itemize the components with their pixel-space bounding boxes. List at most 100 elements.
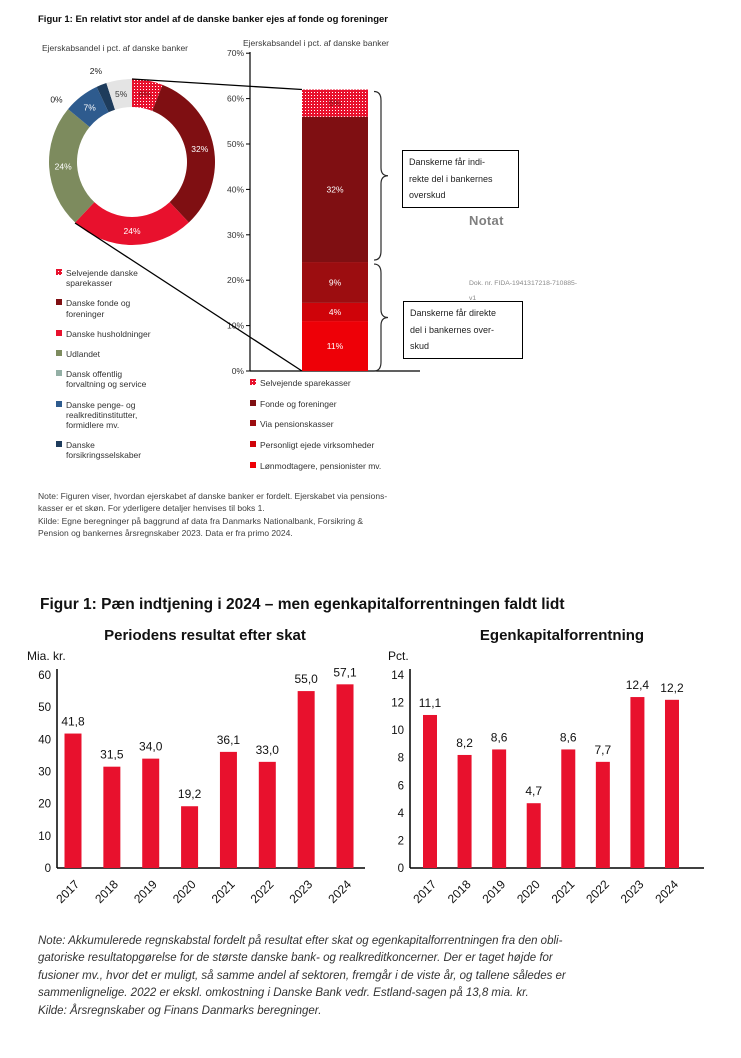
brace-indirect [373,90,389,261]
bar-2024 [664,699,679,868]
chart-egenkapital-title: Egenkapitalforrentning [479,627,645,644]
legend-label: Danske husholdninger [66,328,151,339]
stacked-bar-legend: Selvejende sparekasser Fonde og foreninge… [250,378,435,471]
stack-segment [302,262,368,303]
legend-label: Selvejende sparekasser [260,378,351,388]
legend-marker [56,400,62,407]
legend-item: Dansk offentlig forvaltning og service [56,369,153,389]
legend-item: Danske forsikringsselskaber [56,440,153,460]
text-line: Kilde: Årsregnskaber og Finans Danmarks … [38,1004,322,1017]
text-line: kasser er et skøn. For yderligere detalj… [38,503,265,514]
legend-item: Selvejende danske sparekasser [56,268,153,288]
legend-label: Lønmodtagere, pensionister mv. [260,460,382,471]
text-line: Note: Figuren viser, hvordan ejerskabet … [38,491,388,501]
text-line: sammenlignelige. 2022 er ekskl. omkostni… [38,987,529,1000]
x-category-label: 2023 [618,877,647,906]
bar-2019 [492,749,507,868]
legend-label: Fonde og foreninger [260,398,337,409]
stack-segment [302,302,368,322]
legend-label: Udlandet [66,348,101,359]
legend-item: Lønmodtagere, pensionister mv. [250,461,435,471]
chart-egenkapital: 0 2 4 6 8 10 12 14 11,1 2017 8,2 2018 8,6 2019 4,7 2020… [391,669,704,906]
bar-2019 [142,758,160,868]
y-tick-label: 12 [391,698,404,710]
y-tick-label: 0 [45,863,51,875]
figure2-title: Figur 1: Pæn indtjening i 2024 – men ege… [40,596,565,613]
y-tick-label: 2 [398,835,404,847]
legend-item: Danske fonde og foreninger [56,298,153,319]
doc-number: Dok. nr. FIDA-1941317218-710885- v1 [469,276,577,306]
text-line: Danskerne får direkte [410,308,497,318]
brace-direct [373,263,389,372]
x-category-label: 2018 [445,877,474,906]
y-tick-label: 60% [227,94,244,104]
donut-slice [75,202,189,245]
figure1-note: Note: Figuren viser, hvordan ejerskabet … [38,490,468,539]
donut-slice-label: 0% [50,95,63,105]
bar-2024 [336,684,354,868]
text-line: rekte del i bankernes [409,173,493,184]
bar-2017 [423,714,437,868]
donut-slice-label: 6% [139,89,152,99]
stack-segment [302,321,368,371]
text-line: overskud [409,190,446,200]
y-tick-label: 40% [227,184,244,194]
bar-value-label: 19,2 [178,787,202,801]
y-tick-label: 30 [38,767,51,779]
y-tick-label: 40 [38,734,51,746]
donut-subtitle: Ejerskabsandel i pct. af danske banker [42,43,189,53]
bar-2018 [457,754,472,868]
text-line: Danskerne får indi- [409,157,486,167]
legend-item: Danske penge- og realkreditinstitutter, … [56,400,153,431]
legend-item: Fonde og foreninger [250,399,435,409]
stack-segment-label: 11% [327,341,344,351]
connector-line-top [131,78,303,91]
bar-value-label: 8,2 [456,736,473,750]
legend-label: Selvejende danske sparekasser [66,268,138,289]
text-line: Dok. nr. FIDA-1941317218-710885- [469,280,578,287]
text-line: Pension og bankernes årsregnskaber 2023.… [38,527,293,538]
bar-value-label: 36,1 [217,733,241,747]
y-tick-label: 0% [232,366,245,376]
chart-resultat: 0 10 20 30 40 50 60 41,8 2017 31,5 2018 34,0 2019 19,… [38,665,365,906]
bar-2022 [258,761,276,868]
figure2-note: Note: Akkumulerede regnskabstal fordelt … [38,933,738,1020]
donut-slice-label: 24% [123,226,140,236]
legend-label: Dansk offentlig forvaltning og service [66,369,147,390]
legend-marker [56,370,62,377]
x-category-label: 2021 [209,877,238,906]
braces [373,90,389,372]
text-line: Note: Akkumulerede regnskabstal fordelt … [38,935,563,947]
bar-2023 [297,691,315,868]
stack-segment-label: 32% [326,184,343,194]
donut-slice-label: 2% [90,66,103,76]
y-tick-label: 10 [38,831,51,843]
bar-value-label: 12,2 [660,681,684,695]
x-category-label: 2017 [53,877,82,906]
legend-label: Danske forsikringsselskaber [66,440,142,461]
bar-2018 [103,766,121,868]
bar-value-label: 4,7 [525,784,542,798]
donut-slice [132,79,163,111]
bar-value-label: 12,4 [626,678,650,692]
figure1-title: Figur 1: En relativt stor andel af de da… [38,14,388,25]
stack-segment-label: 6% [329,98,342,108]
legend-label: Personligt ejede virksomheder [260,440,375,451]
donut-slice [96,83,116,113]
bar-value-label: 41,8 [61,715,85,729]
legend-item: Selvejende sparekasser [250,378,435,388]
donut-slice-label: 24% [55,161,72,171]
bar-2021 [561,749,576,868]
text-line: Kilde: Egne beregninger på baggrund af d… [38,515,364,526]
bar-2020 [526,803,541,868]
legend-item: Udlandet [56,349,153,359]
legend-marker [250,461,256,468]
legend-marker [56,269,62,275]
legend-marker [250,420,256,427]
x-category-label: 2019 [131,877,160,906]
legend-marker [56,329,62,336]
donut-slice [152,84,215,223]
legend-label: Danske fonde og foreninger [66,298,131,319]
stack-segment [302,116,368,263]
